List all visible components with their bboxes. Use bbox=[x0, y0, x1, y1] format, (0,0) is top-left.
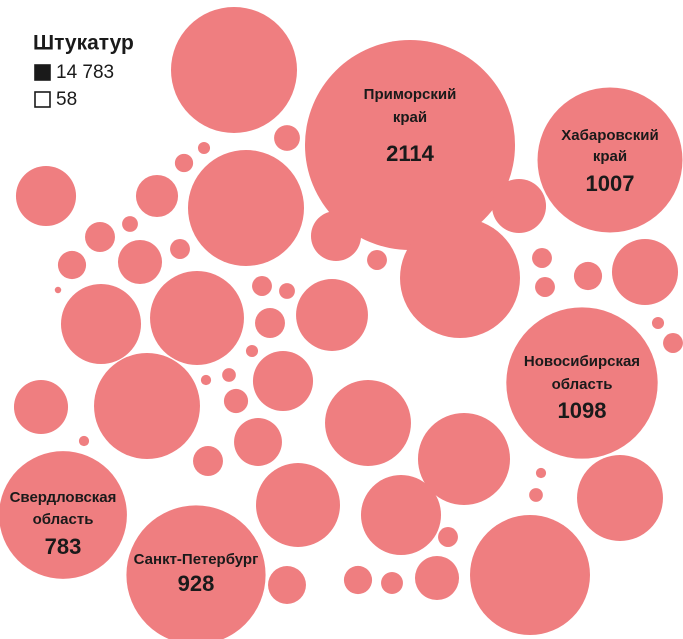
bubble bbox=[400, 218, 520, 338]
bubble bbox=[126, 505, 266, 639]
bubble bbox=[651, 316, 665, 330]
bubble bbox=[78, 435, 90, 447]
bubble bbox=[367, 250, 387, 270]
legend-marker bbox=[34, 91, 51, 108]
bubble bbox=[174, 153, 194, 173]
bubble bbox=[256, 463, 340, 547]
bubble bbox=[0, 451, 127, 579]
bubble-label: область bbox=[33, 511, 94, 528]
bubble bbox=[117, 239, 163, 285]
bubble bbox=[193, 446, 223, 476]
bubble bbox=[491, 178, 547, 234]
bubble bbox=[54, 286, 62, 294]
bubble bbox=[360, 474, 442, 556]
bubble bbox=[255, 308, 285, 338]
bubble bbox=[252, 276, 272, 296]
bubble-value: 1098 bbox=[558, 398, 607, 423]
bubble-value: 1007 bbox=[586, 171, 635, 196]
bubble-label: Санкт-Петербург bbox=[134, 551, 259, 568]
bubble bbox=[15, 165, 77, 227]
bubble-value: 2114 bbox=[386, 141, 434, 166]
bubble bbox=[60, 283, 142, 365]
bubble bbox=[122, 216, 138, 232]
bubble bbox=[223, 388, 249, 414]
bubble bbox=[135, 174, 179, 218]
bubble bbox=[414, 555, 460, 601]
bubble-label: край bbox=[593, 148, 627, 165]
bubble bbox=[381, 572, 403, 594]
bubble-label: Хабаровский bbox=[561, 127, 658, 144]
legend-label: 58 bbox=[56, 89, 77, 110]
bubble bbox=[170, 239, 190, 259]
bubble bbox=[222, 368, 236, 382]
bubble bbox=[252, 350, 314, 412]
bubble-value: 928 bbox=[178, 571, 215, 596]
bubble bbox=[85, 222, 115, 252]
bubble bbox=[274, 125, 300, 151]
bubble-label: Новосибирская bbox=[524, 353, 640, 370]
bubble bbox=[535, 467, 547, 479]
bubble-label: Свердловская bbox=[10, 489, 117, 506]
bubble bbox=[325, 380, 411, 466]
bubble bbox=[13, 379, 69, 435]
bubble-value: 783 bbox=[45, 534, 82, 559]
bubble bbox=[268, 566, 306, 604]
bubble bbox=[310, 210, 362, 262]
bubble bbox=[279, 283, 295, 299]
legend-marker bbox=[34, 64, 51, 81]
bubble bbox=[245, 344, 259, 358]
bubble-label: область bbox=[552, 376, 613, 393]
bubble bbox=[532, 248, 552, 268]
bubble bbox=[529, 488, 543, 502]
bubble bbox=[535, 277, 555, 297]
bubble bbox=[470, 515, 590, 635]
bubble bbox=[304, 39, 516, 251]
bubble bbox=[343, 565, 373, 595]
bubble bbox=[611, 238, 679, 306]
bubble bbox=[537, 87, 683, 233]
bubble bbox=[573, 261, 603, 291]
bubble bbox=[506, 307, 658, 459]
bubble bbox=[200, 374, 212, 386]
bubble bbox=[417, 412, 511, 506]
legend-title: Штукатур bbox=[33, 32, 134, 55]
legend-label: 14 783 bbox=[56, 62, 114, 83]
bubble bbox=[438, 527, 458, 547]
bubble bbox=[170, 6, 298, 134]
bubble bbox=[94, 353, 200, 459]
bubble-label: край bbox=[393, 109, 427, 126]
bubble-label: Приморский bbox=[364, 86, 457, 103]
bubble bbox=[197, 141, 211, 155]
bubble bbox=[296, 279, 368, 351]
bubble bbox=[150, 271, 244, 365]
bubble bbox=[187, 149, 305, 267]
bubble bbox=[577, 455, 663, 541]
bubble bbox=[234, 418, 282, 466]
bubble bbox=[663, 333, 683, 353]
bubble bbox=[57, 250, 87, 280]
